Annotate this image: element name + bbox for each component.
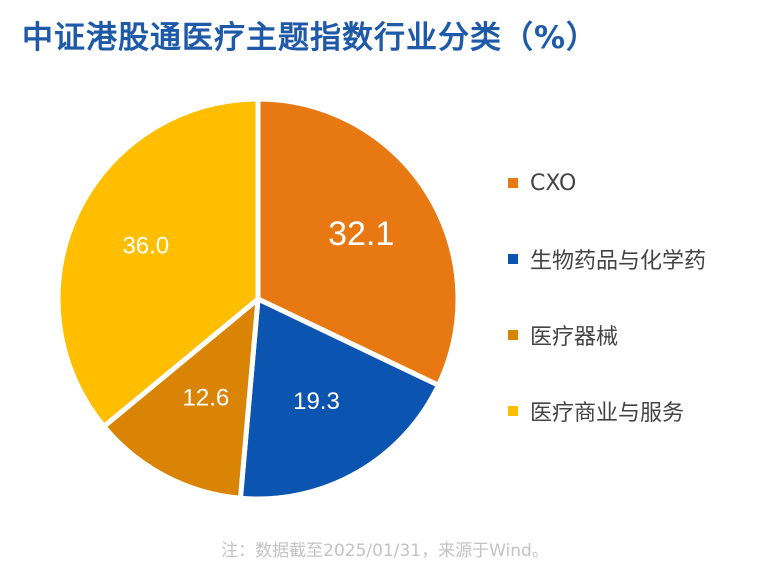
pie-label-services: 36.0 bbox=[122, 233, 169, 260]
legend-label-services: 医疗商业与服务 bbox=[530, 401, 685, 426]
pie-data-labels: 32.1 19.3 12.6 36.0 bbox=[122, 215, 394, 415]
pie-slice-cxo bbox=[255, 96, 461, 388]
pie-label-biopharma: 19.3 bbox=[293, 388, 340, 415]
pie-slice-biopharma bbox=[237, 296, 441, 502]
legend-swatch-cxo bbox=[508, 178, 518, 188]
legend-swatch-devices bbox=[508, 330, 518, 340]
legend-label-biopharma: 生物药品与化学药 bbox=[530, 249, 707, 274]
legend-swatch-services bbox=[508, 406, 518, 416]
pie-slice-services bbox=[55, 96, 261, 429]
legend-item-cxo: CXO bbox=[508, 145, 706, 221]
pie-label-cxo: 32.1 bbox=[328, 215, 394, 253]
legend-label-devices: 医疗器械 bbox=[530, 325, 619, 350]
pie-slices bbox=[55, 96, 461, 502]
legend-label-cxo: CXO bbox=[530, 170, 577, 196]
legend-item-services: 医疗商业与服务 bbox=[508, 373, 706, 449]
legend-item-biopharma: 生物药品与化学药 bbox=[508, 221, 706, 297]
chart-title: 中证港股通医疗主题指数行业分类（%） bbox=[22, 20, 599, 56]
pie-label-devices: 12.6 bbox=[183, 385, 230, 412]
legend: CXO 生物药品与化学药 医疗器械 医疗商业与服务 bbox=[508, 145, 706, 449]
pie-slice-devices bbox=[101, 296, 261, 501]
legend-item-devices: 医疗器械 bbox=[508, 297, 706, 373]
legend-swatch-biopharma bbox=[508, 254, 518, 264]
source-note: 注：数据截至2025/01/31，来源于Wind。 bbox=[221, 541, 549, 561]
